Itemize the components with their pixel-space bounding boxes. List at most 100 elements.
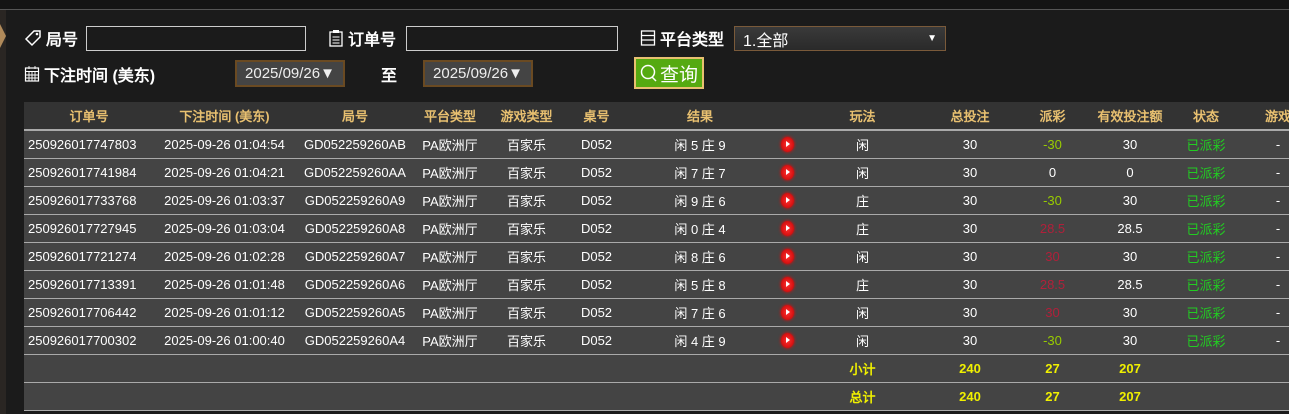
game-type-cell: 百家乐 bbox=[485, 242, 568, 271]
round-label: 局号 bbox=[24, 26, 78, 50]
side-handle[interactable] bbox=[0, 10, 6, 414]
game-type-cell: 百家乐 bbox=[485, 270, 568, 299]
total-bet-cell: 30 bbox=[925, 242, 1015, 271]
search-button[interactable]: 查询 bbox=[634, 57, 704, 89]
game-type-cell: 百家乐 bbox=[485, 130, 568, 159]
bet-time-cell: 2025-09-26 01:04:21 bbox=[154, 158, 295, 187]
play-video-icon[interactable] bbox=[781, 305, 794, 321]
round-id-cell: GD052259260AA bbox=[295, 158, 415, 187]
game-cell: - bbox=[1242, 186, 1289, 215]
round-id-cell: GD052259260AB bbox=[295, 130, 415, 159]
order-id-cell: 250926017727945 bbox=[24, 214, 154, 243]
result-cell: 闲 7 庄 7 bbox=[625, 158, 775, 187]
column-header: 状态 bbox=[1170, 102, 1242, 131]
order-id-cell: 250926017721274 bbox=[24, 242, 154, 271]
payout-cell: 30 bbox=[1015, 298, 1090, 327]
bet-type-cell: 庄 bbox=[800, 186, 925, 215]
platform-cell: PA欧洲厅 bbox=[415, 298, 485, 327]
play-video-icon[interactable] bbox=[781, 221, 794, 237]
round-input[interactable] bbox=[86, 26, 306, 51]
column-header: 派彩 bbox=[1015, 102, 1090, 131]
total-payout: 27 bbox=[1015, 382, 1090, 411]
total-bet-cell: 30 bbox=[925, 326, 1015, 355]
bet-time-cell: 2025-09-26 01:03:04 bbox=[154, 214, 295, 243]
order-id-cell: 250926017713391 bbox=[24, 270, 154, 299]
status-cell: 已派彩 bbox=[1170, 270, 1242, 299]
result-cell: 闲 5 庄 8 bbox=[625, 270, 775, 299]
game-type-cell: 百家乐 bbox=[485, 158, 568, 187]
payout-cell: 30 bbox=[1015, 242, 1090, 271]
search-icon bbox=[640, 64, 657, 82]
order-label: 订单号 bbox=[328, 26, 396, 50]
game-cell: - bbox=[1242, 130, 1289, 159]
chevron-down-icon: ▼ bbox=[927, 33, 937, 44]
total-row: 总计 240 27 207 bbox=[24, 382, 1289, 411]
order-input[interactable] bbox=[406, 26, 618, 51]
column-header: 结果 bbox=[625, 102, 775, 131]
table-id-cell: D052 bbox=[568, 214, 625, 243]
payout-cell: -30 bbox=[1015, 186, 1090, 215]
platform-cell: PA欧洲厅 bbox=[415, 326, 485, 355]
game-cell: - bbox=[1242, 270, 1289, 299]
payout-cell: -30 bbox=[1015, 130, 1090, 159]
result-cell: 闲 4 庄 9 bbox=[625, 326, 775, 355]
table-id-cell: D052 bbox=[568, 270, 625, 299]
clipboard-icon bbox=[329, 30, 343, 47]
bet-time-cell: 2025-09-26 01:00:40 bbox=[154, 326, 295, 355]
column-header: 玩法 bbox=[800, 102, 925, 131]
bet-time-cell: 2025-09-26 01:01:48 bbox=[154, 270, 295, 299]
game-cell: - bbox=[1242, 326, 1289, 355]
column-header: 平台类型 bbox=[415, 102, 485, 131]
play-video-icon[interactable] bbox=[781, 333, 794, 349]
bet-type-cell: 庄 bbox=[800, 270, 925, 299]
status-cell: 已派彩 bbox=[1170, 158, 1242, 187]
platform-cell: PA欧洲厅 bbox=[415, 270, 485, 299]
table-id-cell: D052 bbox=[568, 130, 625, 159]
column-header: 桌号 bbox=[568, 102, 625, 131]
to-label: 至 bbox=[381, 68, 398, 85]
round-id-cell: GD052259260A4 bbox=[295, 326, 415, 355]
total-valid_bet: 207 bbox=[1090, 382, 1170, 411]
column-header: 订单号 bbox=[24, 102, 154, 131]
date-to-picker[interactable]: 2025/09/26▼ bbox=[423, 60, 533, 87]
table-id-cell: D052 bbox=[568, 326, 625, 355]
table-header: 订单号 下注时间 (美东) 局号 平台类型 游戏类型 桌号 结果 玩法 总投注 派彩 有效投注额 状态… bbox=[24, 102, 1289, 131]
column-header: 游戏类型 bbox=[485, 102, 568, 131]
game-type-cell: 百家乐 bbox=[485, 186, 568, 215]
bet-type-cell: 闲 bbox=[800, 130, 925, 159]
play-video-icon[interactable] bbox=[781, 193, 794, 209]
platform-select[interactable]: 1.全部 ▼ bbox=[734, 26, 946, 51]
valid-bet-cell: 28.5 bbox=[1090, 214, 1170, 243]
total-total_bet: 240 bbox=[925, 382, 1015, 411]
date-from-picker[interactable]: 2025/09/26▼ bbox=[235, 60, 345, 87]
result-cell: 闲 5 庄 9 bbox=[625, 130, 775, 159]
bet-time-cell: 2025-09-26 01:02:28 bbox=[154, 242, 295, 271]
status-cell: 已派彩 bbox=[1170, 298, 1242, 327]
column-header: 局号 bbox=[295, 102, 415, 131]
play-video-icon[interactable] bbox=[781, 165, 794, 181]
table-row: 250926017700302 2025-09-26 01:00:40 GD0522… bbox=[24, 326, 1289, 355]
table-id-cell: D052 bbox=[568, 242, 625, 271]
subtotal-row: 小计 240 27 207 bbox=[24, 354, 1289, 383]
calendar-icon bbox=[24, 66, 40, 82]
play-video-icon[interactable] bbox=[781, 137, 794, 153]
play-video-icon[interactable] bbox=[781, 277, 794, 293]
table-id-cell: D052 bbox=[568, 186, 625, 215]
column-header: 总投注 bbox=[925, 102, 1015, 131]
subtotal-total_bet: 240 bbox=[925, 354, 1015, 383]
bet-type-cell: 闲 bbox=[800, 242, 925, 271]
list-icon bbox=[640, 30, 656, 46]
valid-bet-cell: 30 bbox=[1090, 186, 1170, 215]
status-cell: 已派彩 bbox=[1170, 242, 1242, 271]
round-id-cell: GD052259260A5 bbox=[295, 298, 415, 327]
round-id-cell: GD052259260A6 bbox=[295, 270, 415, 299]
time-label: 下注时间 (美东) bbox=[24, 62, 155, 86]
total-bet-cell: 30 bbox=[925, 130, 1015, 159]
payout-cell: -30 bbox=[1015, 326, 1090, 355]
bet-time-cell: 2025-09-26 01:01:12 bbox=[154, 298, 295, 327]
empty-cell bbox=[1242, 382, 1289, 411]
total-bet-cell: 30 bbox=[925, 158, 1015, 187]
tag-icon bbox=[24, 30, 41, 47]
round-id-cell: GD052259260A9 bbox=[295, 186, 415, 215]
play-video-icon[interactable] bbox=[781, 249, 794, 265]
